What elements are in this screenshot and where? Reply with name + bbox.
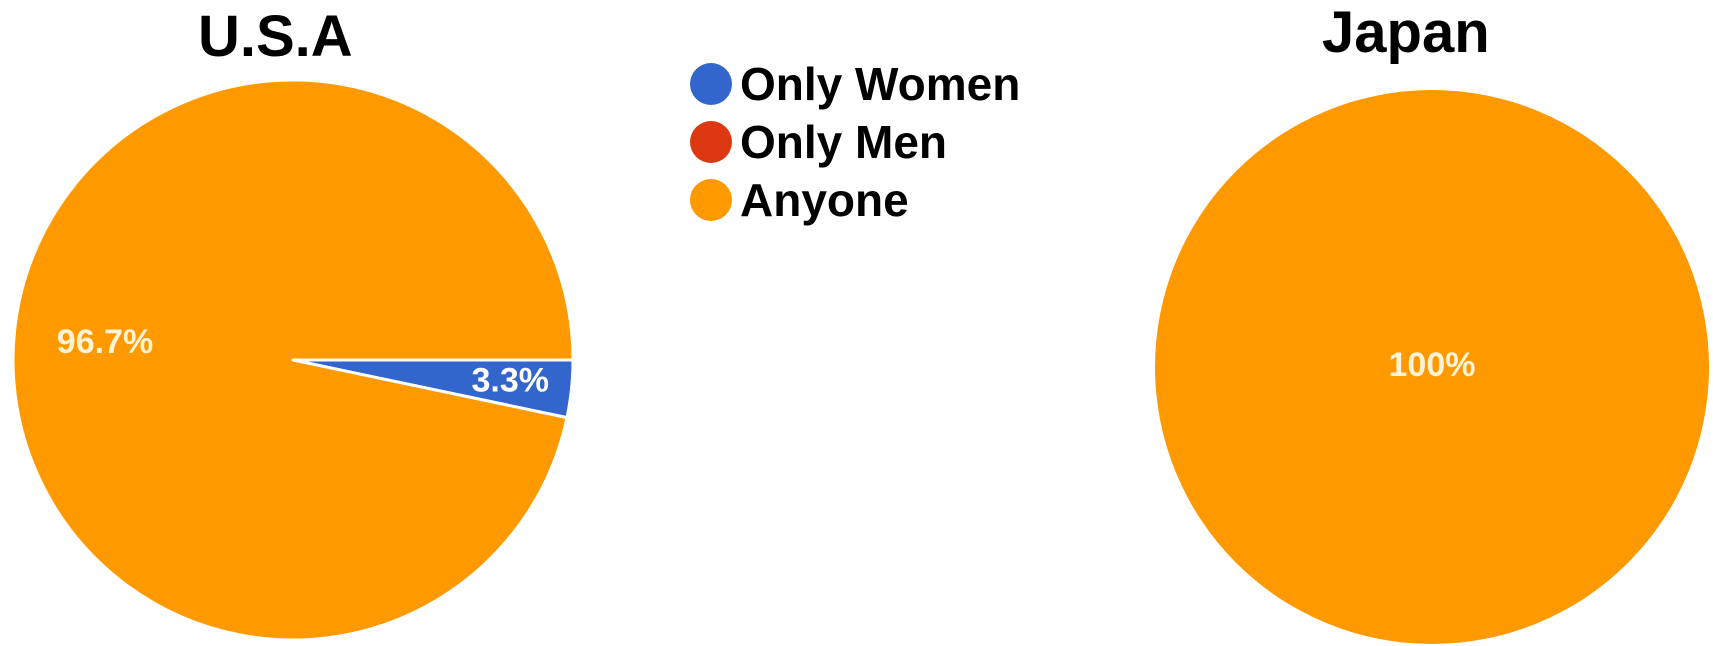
legend: Only Women Only Men Anyone [690,55,1020,229]
legend-swatch-anyone [690,179,732,221]
pie-slice-u-s-a-anyone [11,78,575,642]
legend-swatch-only-women [690,63,732,105]
legend-label-anyone: Anyone [740,174,909,226]
legend-label-only-men: Only Men [740,116,948,168]
pie-chart-usa: 3.3% 96.7% [11,78,575,642]
chart-title-usa: U.S.A [198,4,353,69]
legend-item-anyone: Anyone [690,171,1020,229]
pie-slice-japan-anyone [1155,90,1709,644]
chart-title-japan: Japan [1322,0,1490,65]
pie-chart-japan: 100% [1155,90,1709,644]
legend-item-only-women: Only Women [690,55,1020,113]
legend-item-only-men: Only Men [690,113,1020,171]
pie-label-u-s-a-only-women: 3.3% [471,362,549,400]
legend-swatch-only-men [690,121,732,163]
pie-label-u-s-a-anyone: 96.7% [57,323,153,361]
legend-label-only-women: Only Women [740,58,1021,110]
pie-label-japan-anyone: 100% [1389,346,1476,384]
